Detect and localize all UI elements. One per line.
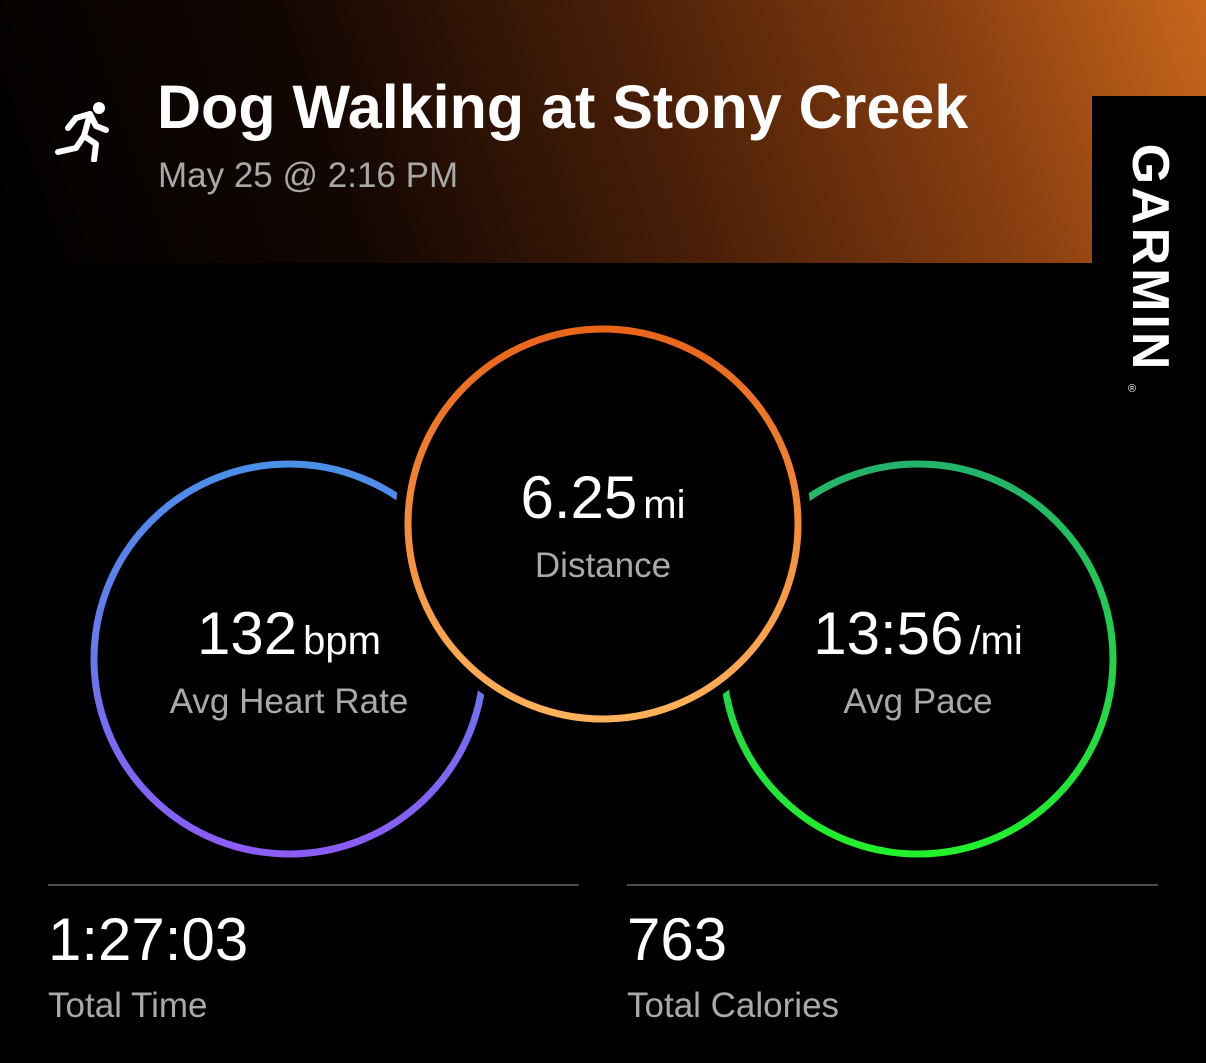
distance-label: Distance <box>534 546 672 585</box>
running-person-icon <box>55 102 109 162</box>
pace-unit: /mi <box>969 619 1023 663</box>
heart-rate-label: Avg Heart Rate <box>169 682 409 721</box>
total-time-label: Total Time <box>48 986 208 1025</box>
distance-metric: 6.25 mi Distance <box>521 468 686 586</box>
brand-panel <box>1092 96 1206 1063</box>
total-calories-label: Total Calories <box>627 986 840 1025</box>
total-calories-stat: 763 Total Calories <box>627 910 839 1026</box>
header-background <box>0 0 1206 263</box>
distance-unit: mi <box>643 483 686 527</box>
activity-title: Dog Walking at Stony Creek <box>157 73 969 141</box>
pace-metric: 13:56/mi Avg Pace <box>813 604 1022 722</box>
pace-value: 13:56 <box>813 600 964 667</box>
distance-value: 6.25 <box>520 464 638 531</box>
total-time-value: 1:27:03 <box>48 906 249 973</box>
pace-label: Avg Pace <box>843 682 993 721</box>
distance-ring <box>404 325 802 723</box>
heart-rate-unit: bpm <box>303 619 381 663</box>
total-calories-value: 763 <box>627 906 728 973</box>
total-time-stat: 1:27:03 Total Time <box>48 910 248 1026</box>
divider-left <box>48 884 579 886</box>
heart-rate-metric: 132 bpm Avg Heart Rate <box>170 604 409 722</box>
registered-mark: ® <box>1128 383 1137 395</box>
divider-right <box>627 884 1158 886</box>
heart-rate-value: 132 <box>197 600 298 667</box>
activity-date: May 25 @ 2:16 PM <box>158 156 459 195</box>
